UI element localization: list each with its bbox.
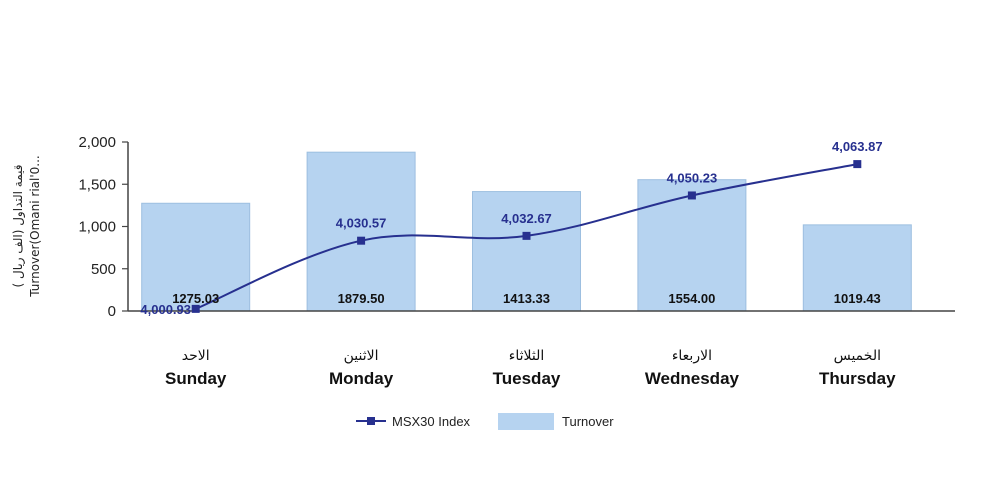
turnover-label-wednesday: 1554.00 [668, 291, 715, 306]
msx30-label-wednesday: 4,050.23 [667, 170, 718, 185]
legend-marker-swatch [367, 417, 375, 425]
bars-group [141, 151, 912, 312]
msx30-point-wednesday [687, 191, 696, 200]
legend-label-turnover: Turnover [562, 414, 614, 429]
legend-label-msx30: MSX30 Index [392, 414, 471, 429]
bar-thursday [802, 224, 912, 312]
msx30-label-tuesday: 4,032.67 [501, 211, 552, 226]
line-series-group [191, 160, 862, 313]
category-label-en: Thursday [819, 369, 896, 388]
msx30-point-monday [357, 236, 366, 245]
category-label-en: Wednesday [645, 369, 740, 388]
y-tick-label: 2,000 [78, 134, 116, 151]
category-label-ar: الثلاثاء [509, 348, 544, 364]
legend: MSX30 Index Turnover [356, 413, 614, 430]
axes-group: 0 500 1,000 1,500 2,000 [78, 134, 955, 320]
y-tick-label: 500 [91, 261, 116, 278]
category-label-ar: الاحد [182, 348, 210, 364]
bar-tuesday [472, 191, 581, 312]
category-label-en: Tuesday [493, 369, 561, 388]
turnover-label-tuesday: 1413.33 [503, 291, 550, 306]
category-label-en: Sunday [165, 369, 227, 388]
bar-wednesday [637, 179, 747, 312]
y-tick-label: 0 [108, 303, 116, 320]
category-label-ar: الاثنين [344, 348, 379, 364]
msx30-point-tuesday [522, 231, 531, 240]
y-axis-title-line: Turnover(Omani rial'0... [28, 155, 42, 297]
legend-bar-swatch [498, 413, 554, 430]
msx30-label-sunday: 4,000.93 [140, 302, 191, 317]
msx30-label-thursday: 4,063.87 [832, 139, 883, 154]
turnover-label-monday: 1879.50 [338, 291, 385, 306]
turnover-label-sunday: 1275.03 [172, 291, 219, 306]
bar-monday [306, 151, 416, 312]
category-label-ar: الخميس [834, 348, 881, 364]
msx30-point-sunday [191, 304, 200, 313]
msx30-point-thursday [853, 160, 862, 169]
msx30-label-monday: 4,030.57 [336, 216, 387, 231]
y-tick-label: 1,500 [78, 176, 116, 193]
y-axis-title-line: ( قيمة التداول (الف ريال [11, 164, 26, 287]
data-labels-group: 4,000.93 4,030.57 4,032.67 4,050.23 4,063.87… [140, 139, 882, 317]
y-tick-label: 1,000 [78, 219, 116, 236]
y-axis-label: ( قيمة التداول (الف ريال Turnover(Omani r… [11, 155, 42, 297]
category-label-ar: الاربعاء [672, 348, 712, 364]
turnover-label-thursday: 1019.43 [834, 291, 881, 306]
category-label-en: Monday [329, 369, 394, 388]
x-axis-categories: الاحد Sunday الاثنين Monday الثلاثاء Tuesday ا… [165, 348, 896, 388]
